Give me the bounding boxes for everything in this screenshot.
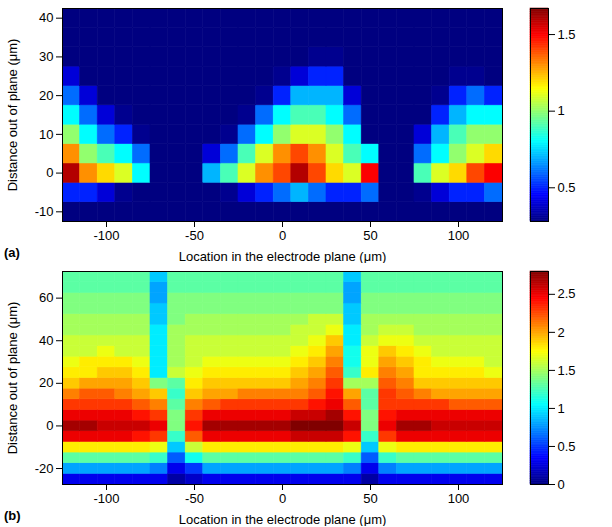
html-text:(b): (b) <box>4 508 21 523</box>
svg-text:100: 100 <box>448 491 470 506</box>
svg-text:30: 30 <box>39 49 53 64</box>
svg-text:1.5: 1.5 <box>558 27 576 42</box>
svg-text:100: 100 <box>448 228 470 243</box>
svg-text:20: 20 <box>39 375 53 390</box>
svg-text:20: 20 <box>39 88 53 103</box>
svg-text:2: 2 <box>558 325 565 340</box>
svg-text:0.5: 0.5 <box>558 180 576 195</box>
svg-text:50: 50 <box>363 491 377 506</box>
svg-text:-10: -10 <box>35 204 54 219</box>
svg-text:Location in the electrode plan: Location in the electrode plane (μm) <box>179 249 387 264</box>
svg-text:1.5: 1.5 <box>558 363 576 378</box>
svg-text:-20: -20 <box>35 461 54 476</box>
svg-text:0.5: 0.5 <box>558 439 576 454</box>
svg-text:0: 0 <box>46 418 53 433</box>
svg-text:1: 1 <box>558 401 565 416</box>
svg-text:Location in the electrode plan: Location in the electrode plane (μm) <box>179 512 387 527</box>
svg-text:Distance out of plane (μm): Distance out of plane (μm) <box>5 39 20 192</box>
svg-text:-50: -50 <box>185 228 204 243</box>
svg-text:40: 40 <box>39 333 53 348</box>
svg-text:-100: -100 <box>93 228 119 243</box>
svg-text:-50: -50 <box>185 491 204 506</box>
svg-text:0: 0 <box>279 228 286 243</box>
html-text:(a): (a) <box>4 245 20 260</box>
svg-text:2.5: 2.5 <box>558 286 576 301</box>
svg-text:10: 10 <box>39 127 53 142</box>
svg-text:1: 1 <box>558 103 565 118</box>
svg-text:60: 60 <box>39 290 53 305</box>
svg-text:0: 0 <box>558 477 565 492</box>
svg-text:-100: -100 <box>93 491 119 506</box>
svg-text:0: 0 <box>279 491 286 506</box>
svg-text:Distance out of plane (μm): Distance out of plane (μm) <box>5 302 20 455</box>
svg-text:50: 50 <box>363 228 377 243</box>
svg-text:0: 0 <box>46 165 53 180</box>
svg-text:40: 40 <box>39 10 53 25</box>
